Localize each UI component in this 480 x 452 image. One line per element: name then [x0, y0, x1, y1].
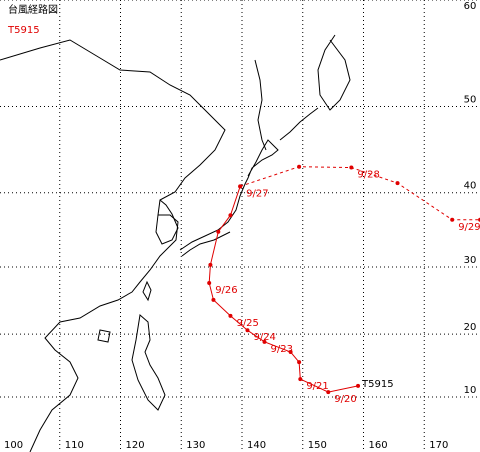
date-label: 9/21: [306, 381, 328, 392]
track-point: [297, 164, 302, 169]
track-point: [207, 280, 212, 285]
date-label: 9/26: [215, 285, 237, 296]
longitude-label: 100: [4, 440, 23, 451]
track-label: T5915: [361, 379, 394, 390]
longitude-label: 120: [126, 440, 145, 451]
track-point: [208, 262, 213, 267]
longitude-label: 110: [65, 440, 84, 451]
longitude-label: 140: [247, 440, 266, 451]
track-point: [349, 165, 354, 170]
latitude-label: 50: [464, 95, 477, 106]
philippines: [131, 314, 166, 411]
typhoon-id: T5915: [7, 25, 40, 36]
track-point: [262, 339, 267, 344]
track-point: [450, 217, 455, 222]
latitude-label: 20: [464, 322, 477, 333]
kuriles: [279, 107, 319, 141]
japan: [179, 139, 279, 257]
date-label: 9/24: [253, 332, 275, 343]
longitude-label: 130: [186, 440, 205, 451]
track-line: [208, 186, 359, 393]
date-label: 9/25: [236, 318, 258, 329]
latitude-label: 30: [464, 255, 477, 266]
track-point: [228, 313, 233, 318]
track-point: [395, 181, 400, 186]
longitude-label: 160: [369, 440, 388, 451]
latitude-label: 10: [464, 385, 477, 396]
track-point: [216, 229, 221, 234]
track-point: [356, 383, 361, 388]
date-label: 9/27: [246, 188, 268, 199]
map-title: 台風経路図: [8, 3, 58, 16]
track-point: [238, 184, 243, 189]
track-point: [211, 297, 216, 302]
date-label: 9/20: [334, 394, 356, 405]
coastlines: [0, 34, 351, 452]
korea: [155, 199, 179, 245]
track-point: [326, 390, 331, 395]
kamchatka: [317, 34, 351, 111]
longitude-label: 170: [429, 440, 448, 451]
track-point: [297, 360, 302, 365]
latitude-label: 60: [464, 1, 477, 12]
track-point: [245, 328, 250, 333]
track-point: [298, 377, 303, 382]
track-point: [228, 213, 233, 218]
date-label: 9/29: [458, 222, 480, 233]
date-label: 9/28: [357, 170, 379, 181]
sakhalin: [254, 59, 267, 151]
track-point: [288, 350, 293, 355]
latitude-label: 40: [464, 181, 477, 192]
longitude-label: 150: [308, 440, 327, 451]
hainan: [97, 329, 111, 343]
date-label: 9/23: [270, 344, 292, 355]
taiwan: [142, 280, 152, 302]
track-line: [240, 166, 480, 221]
